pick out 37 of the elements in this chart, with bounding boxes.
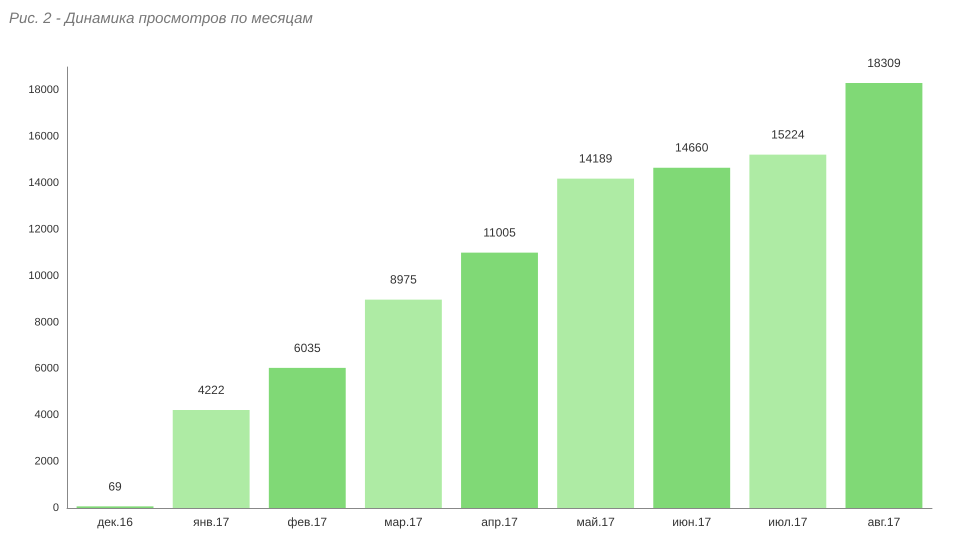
y-tick-label: 2000 [34, 456, 59, 468]
y-tick-label: 14000 [28, 177, 59, 190]
x-tick-label: янв.17 [193, 515, 230, 529]
y-tick-label: 4000 [34, 409, 59, 422]
bar [364, 300, 442, 508]
bar [653, 168, 730, 508]
bar [268, 368, 346, 508]
data-label: 14660 [675, 140, 709, 155]
bar [749, 154, 826, 508]
x-tick-label: май.17 [576, 515, 616, 529]
x-tick-label: фев.17 [287, 515, 328, 529]
data-label: 6035 [294, 340, 321, 355]
data-label: 18309 [867, 56, 901, 70]
data-label: 69 [108, 479, 122, 494]
y-tick-label: 16000 [28, 130, 59, 143]
data-label: 14189 [578, 152, 613, 166]
x-tick-label: мар.17 [384, 515, 423, 529]
y-tick-label: 6000 [34, 362, 59, 375]
y-tick-label: 0 [52, 502, 59, 514]
x-tick-label: авг.17 [868, 515, 901, 529]
bar [846, 83, 922, 508]
x-tick-label: апр.17 [481, 515, 518, 529]
data-label: 11005 [483, 226, 516, 240]
x-tick-label: июл.17 [768, 515, 808, 529]
bar [557, 178, 634, 508]
y-tick-label: 18000 [28, 84, 59, 96]
x-tick-label: дек.16 [97, 515, 134, 529]
bar [172, 410, 250, 508]
chart-title: Рис. 2 - Динамика просмотров по месяцам [9, 10, 313, 27]
y-tick-label: 12000 [28, 223, 59, 236]
y-tick-label: 8000 [34, 316, 59, 328]
data-label: 8975 [390, 272, 418, 287]
y-tick-label: 10000 [28, 270, 59, 282]
data-label: 4222 [198, 383, 225, 398]
bar [461, 252, 538, 508]
data-label: 15224 [771, 128, 805, 142]
x-tick-label: июн.17 [672, 515, 712, 529]
